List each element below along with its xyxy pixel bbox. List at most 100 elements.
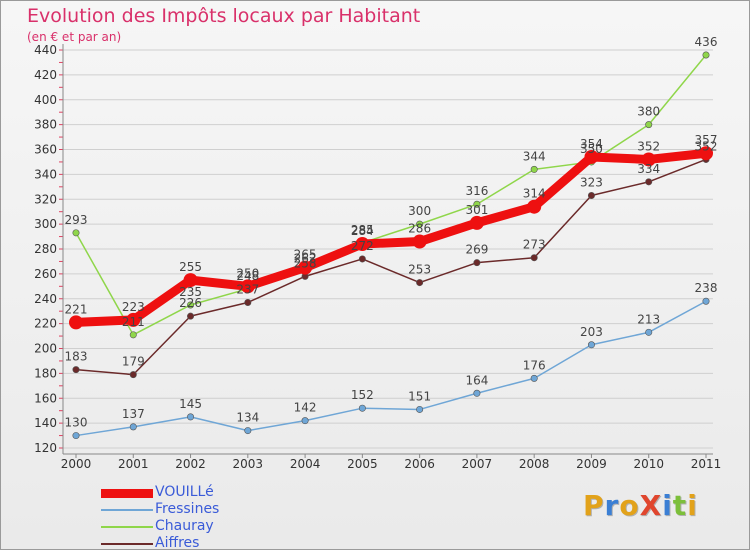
data-point-fressines: [702, 297, 710, 305]
logo-letter: t: [672, 489, 688, 522]
data-point-chauray: [645, 121, 653, 129]
data-label-aiffres: 272: [351, 239, 374, 253]
data-point-fressines: [530, 374, 538, 382]
y-tick-label: 120: [34, 441, 57, 455]
data-label-vouillé: 265: [294, 248, 317, 262]
data-label-chauray: 316: [465, 184, 488, 198]
y-tick-label: 160: [34, 391, 57, 405]
data-label-chauray: 300: [408, 204, 431, 218]
data-label-vouillé: 286: [408, 222, 431, 236]
data-point-vouillé: [641, 152, 656, 167]
logo-letter: P: [583, 489, 605, 522]
legend-label: Aiffres: [155, 535, 200, 551]
y-tick-label: 300: [34, 217, 57, 231]
data-point-aiffres: [187, 312, 195, 320]
data-point-chauray: [473, 200, 481, 208]
data-label-aiffres: 352: [695, 139, 718, 153]
data-label-fressines: 213: [637, 312, 660, 326]
data-point-vouillé: [412, 234, 427, 249]
data-point-fressines: [358, 404, 366, 412]
data-point-aiffres: [72, 366, 80, 374]
data-point-vouillé: [584, 149, 599, 164]
logo-letter: i: [687, 489, 698, 522]
x-tick-label: 2010: [633, 457, 664, 471]
data-point-aiffres: [587, 192, 595, 200]
y-tick-label: 180: [34, 366, 57, 380]
data-label-vouillé: 352: [637, 139, 660, 153]
data-point-chauray: [416, 220, 424, 228]
y-tick-label: 440: [34, 43, 57, 57]
chart-title: Evolution des Impôts locaux par Habitant: [27, 5, 421, 27]
data-point-vouillé: [240, 279, 255, 294]
data-label-aiffres: 258: [294, 256, 317, 270]
logo-letter: o: [619, 489, 640, 522]
data-label-chauray: 436: [695, 35, 718, 49]
legend-label: Fressines: [155, 501, 220, 517]
data-point-vouillé: [183, 273, 198, 288]
data-label-chauray: 293: [65, 213, 88, 227]
y-tick-label: 220: [34, 317, 57, 331]
data-label-fressines: 176: [523, 358, 546, 372]
data-point-vouillé: [69, 315, 83, 330]
data-label-chauray: 262: [294, 251, 317, 265]
y-tick-label: 380: [34, 118, 57, 132]
x-tick-label: 2007: [462, 457, 493, 471]
data-label-fressines: 152: [351, 388, 374, 402]
data-label-aiffres: 253: [408, 263, 431, 277]
legend-label: VOUILLé: [155, 484, 214, 500]
data-label-aiffres: 334: [637, 162, 660, 176]
data-label-fressines: 145: [179, 397, 202, 411]
legend-label: Chauray: [155, 518, 214, 534]
y-tick-label: 260: [34, 267, 57, 281]
y-tick-label: 280: [34, 242, 57, 256]
data-point-fressines: [473, 389, 481, 397]
y-tick-label: 200: [34, 342, 57, 356]
data-point-vouillé: [469, 215, 484, 230]
data-label-chauray: 380: [637, 105, 660, 119]
data-label-fressines: 142: [294, 401, 317, 415]
x-tick-label: 2005: [347, 457, 378, 471]
x-tick-label: 2006: [404, 457, 435, 471]
data-label-fressines: 137: [122, 407, 145, 421]
data-point-fressines: [72, 432, 80, 440]
data-point-vouillé: [699, 146, 713, 161]
series-line-fressines: [75, 300, 707, 437]
data-label-aiffres: 179: [122, 355, 145, 369]
data-label-chauray: 248: [236, 269, 259, 283]
x-tick-label: 2000: [61, 457, 92, 471]
data-point-fressines: [587, 341, 595, 349]
x-tick-label: 2011: [691, 457, 722, 471]
data-point-aiffres: [358, 255, 366, 263]
data-label-vouillé: 284: [351, 224, 374, 238]
legend-swatch: [101, 509, 153, 511]
data-point-fressines: [416, 405, 424, 413]
data-label-aiffres: 226: [179, 296, 202, 310]
x-tick-label: 2003: [233, 457, 264, 471]
x-tick-label: 2001: [118, 457, 149, 471]
data-label-chauray: 344: [523, 149, 546, 163]
data-label-chauray: 235: [179, 285, 202, 299]
y-tick-label: 420: [34, 68, 57, 82]
data-point-vouillé: [126, 312, 141, 327]
data-label-aiffres: 237: [236, 282, 259, 296]
data-label-vouillé: 223: [122, 300, 145, 314]
data-point-chauray: [72, 229, 80, 237]
proxiti-logo: ProXiti: [583, 489, 698, 522]
data-label-vouillé: 354: [580, 137, 603, 151]
data-point-aiffres: [473, 259, 481, 267]
x-tick-label: 2004: [290, 457, 321, 471]
data-label-chauray: 211: [122, 315, 145, 329]
x-tick-label: 2009: [576, 457, 607, 471]
data-label-aiffres: 183: [65, 350, 88, 364]
data-label-fressines: 203: [580, 325, 603, 339]
y-tick-label: 400: [34, 93, 57, 107]
data-point-chauray: [187, 301, 195, 309]
data-label-vouillé: 221: [65, 302, 88, 316]
y-tick-label: 360: [34, 143, 57, 157]
series-line-vouillé: [71, 148, 711, 327]
y-tick-label: 320: [34, 192, 57, 206]
data-label-chauray: 350: [580, 142, 603, 156]
data-point-chauray: [702, 51, 710, 59]
